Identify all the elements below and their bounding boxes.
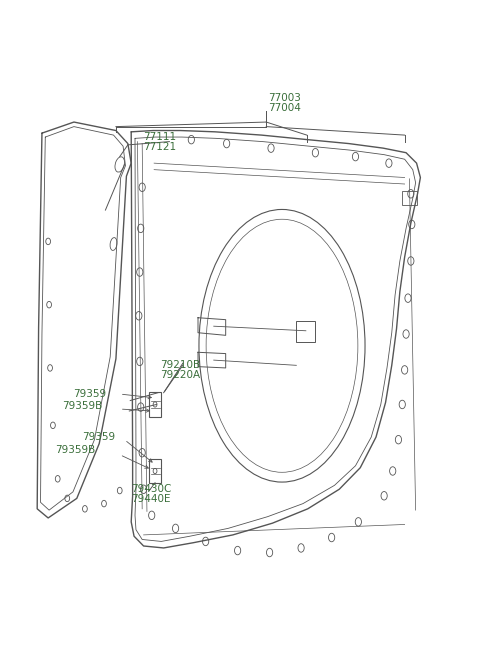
Text: 77111: 77111 xyxy=(144,132,177,142)
Text: 79359B: 79359B xyxy=(62,401,103,411)
Text: 77121: 77121 xyxy=(144,143,177,153)
Bar xyxy=(149,458,161,483)
Bar xyxy=(149,392,161,417)
Text: 79430C: 79430C xyxy=(131,484,171,495)
Text: 79359: 79359 xyxy=(73,389,106,399)
Text: 77004: 77004 xyxy=(268,103,300,113)
Text: 79359B: 79359B xyxy=(55,445,95,455)
Text: 77003: 77003 xyxy=(268,93,300,103)
Text: 79210B: 79210B xyxy=(160,360,200,370)
Text: 79359: 79359 xyxy=(83,432,116,442)
Text: 79440E: 79440E xyxy=(131,494,171,504)
Text: 79220A: 79220A xyxy=(160,370,200,380)
